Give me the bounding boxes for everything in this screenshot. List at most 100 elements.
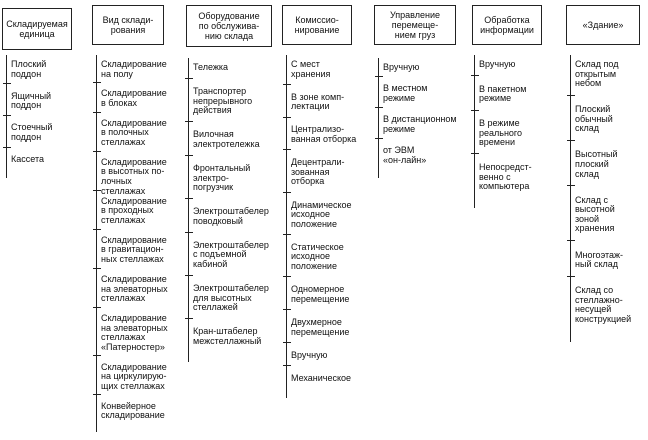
separator	[471, 109, 479, 111]
item-label: В дистанционном режиме	[383, 114, 457, 134]
separator	[93, 189, 101, 191]
item-label: Стоечный поддон	[11, 122, 53, 142]
separator	[93, 111, 101, 113]
separator	[283, 83, 291, 85]
separator	[283, 191, 291, 193]
separator	[185, 274, 193, 276]
separator	[567, 275, 575, 277]
item-label: Складирование на элеваторных стеллажах «…	[101, 312, 168, 352]
item-label: Электроштабелер с подъемной кабиной	[193, 239, 269, 270]
item-label: Кран-штабелер межстеллажный	[193, 326, 262, 346]
separator	[93, 306, 101, 308]
separator	[471, 75, 479, 77]
item-label: Складирование на циркулирую- щих стеллаж…	[101, 361, 167, 391]
separator	[93, 355, 101, 357]
separator	[567, 240, 575, 242]
item-label: Склад с высотной зоной хранения	[575, 194, 615, 234]
item-label: С мест хранения	[291, 59, 331, 79]
column-header: Управление перемеще- нием груз	[374, 5, 456, 45]
column-header: Оборудование по обслужива- нию склада	[186, 5, 272, 47]
item-label: В местном режиме	[383, 83, 428, 103]
separator	[283, 365, 291, 367]
separator	[283, 234, 291, 236]
item-label: Складирование в блоках	[101, 88, 167, 108]
item-list: Складирование на полу Складирование в бло…	[93, 55, 176, 432]
item-label: Тележка	[193, 62, 229, 72]
item-label: Децентрали- зованная отборка	[291, 157, 345, 187]
separator	[93, 228, 101, 230]
separator	[93, 150, 101, 152]
item-label: В зоне комп- лектации	[291, 91, 345, 112]
item-list: Плоский поддон Ящичный поддон Стоечный под…	[3, 55, 86, 178]
separator	[185, 231, 193, 233]
item-label: Складирование в полочных стеллажах	[101, 117, 167, 148]
item-label: Электроштабелер поводковый	[193, 206, 269, 226]
separator	[93, 394, 101, 396]
item-label: Конвейерное складирование	[101, 400, 165, 421]
item-label: Одномерное перемещение	[291, 284, 350, 304]
separator	[375, 76, 383, 78]
item-label: Ящичный поддон	[11, 90, 52, 111]
item-label: Многоэтаж- ный склад	[575, 249, 624, 270]
separator	[283, 309, 291, 311]
column-header: Вид склади- рования	[92, 5, 164, 45]
separator	[375, 138, 383, 140]
item-label: Кассета	[11, 153, 44, 164]
item-list: Склад под открытым небом Плоский обычный …	[567, 55, 648, 342]
item-label: В режиме реального времени	[479, 118, 523, 148]
item-label: Вручную	[479, 59, 516, 69]
item-label: Складирование на полу	[101, 59, 167, 79]
item-list: Вручную В пакетном режиме В режиме реально…	[471, 55, 554, 208]
item-label: Вилочная электротележка	[193, 129, 260, 149]
item-label: Статическое исходное положение	[291, 241, 344, 272]
item-label: Плоский обычный склад	[575, 104, 613, 134]
separator	[567, 95, 575, 97]
item-label: Динамическое исходное положение	[291, 199, 352, 229]
separator	[93, 267, 101, 269]
item-label: Склад со стеллажно- несущей конструкцией	[575, 285, 632, 324]
item-label: Складирование в высотных по- лочных стел…	[101, 156, 167, 196]
item-label: Электроштабелер для высотных стеллажей	[193, 283, 269, 313]
item-label: В пакетном режиме	[479, 83, 527, 104]
column-header: Обработка информации	[472, 5, 542, 45]
separator	[283, 116, 291, 118]
item-label: Вручную	[291, 349, 328, 360]
item-list: С мест хранения В зоне комп- лектации Цент…	[283, 55, 366, 398]
separator	[375, 107, 383, 109]
separator	[283, 276, 291, 278]
item-label: Централизо- ванная отборка	[291, 124, 357, 145]
separator	[185, 154, 193, 156]
separator	[3, 83, 11, 85]
item-list: Вручную В местном режиме В дистанционном р…	[375, 58, 458, 178]
item-list: Тележка Транспортер непрерывного действия…	[185, 58, 269, 362]
item-label: Фронтальный электро- погрузчик	[193, 162, 251, 193]
separator	[185, 197, 193, 199]
item-label: от ЭВМ «он-лайн»	[383, 145, 427, 165]
separator	[567, 185, 575, 187]
item-label: Складирование в проходных стеллажах	[101, 195, 167, 226]
item-label: Непосредст- венно с компьютера	[479, 162, 532, 192]
column-header: «Здание»	[566, 5, 640, 45]
separator	[3, 115, 11, 117]
separator	[283, 149, 291, 151]
item-label: Плоский поддон	[11, 59, 47, 79]
separator	[567, 140, 575, 142]
item-label: Вручную	[383, 62, 420, 72]
separator	[185, 77, 193, 79]
separator	[471, 153, 479, 155]
item-label: Двухмерное перемещение	[291, 316, 350, 337]
separator	[93, 82, 101, 84]
column-header: Комиссио- нирование	[282, 5, 352, 45]
item-label: Склад под открытым небом	[575, 59, 619, 89]
item-label: Высотный плоский склад	[575, 149, 618, 179]
column-header: Складируемая единица	[2, 8, 72, 50]
separator	[185, 318, 193, 320]
separator	[3, 146, 11, 148]
separator	[283, 341, 291, 343]
item-label: Механическое	[291, 372, 352, 383]
separator	[185, 121, 193, 123]
item-label: Транспортер непрерывного действия	[193, 86, 253, 116]
item-label: Складирование в гравитацион- ных стеллаж…	[101, 234, 167, 265]
item-label: Складирование на элеваторных стеллажах	[101, 273, 168, 304]
